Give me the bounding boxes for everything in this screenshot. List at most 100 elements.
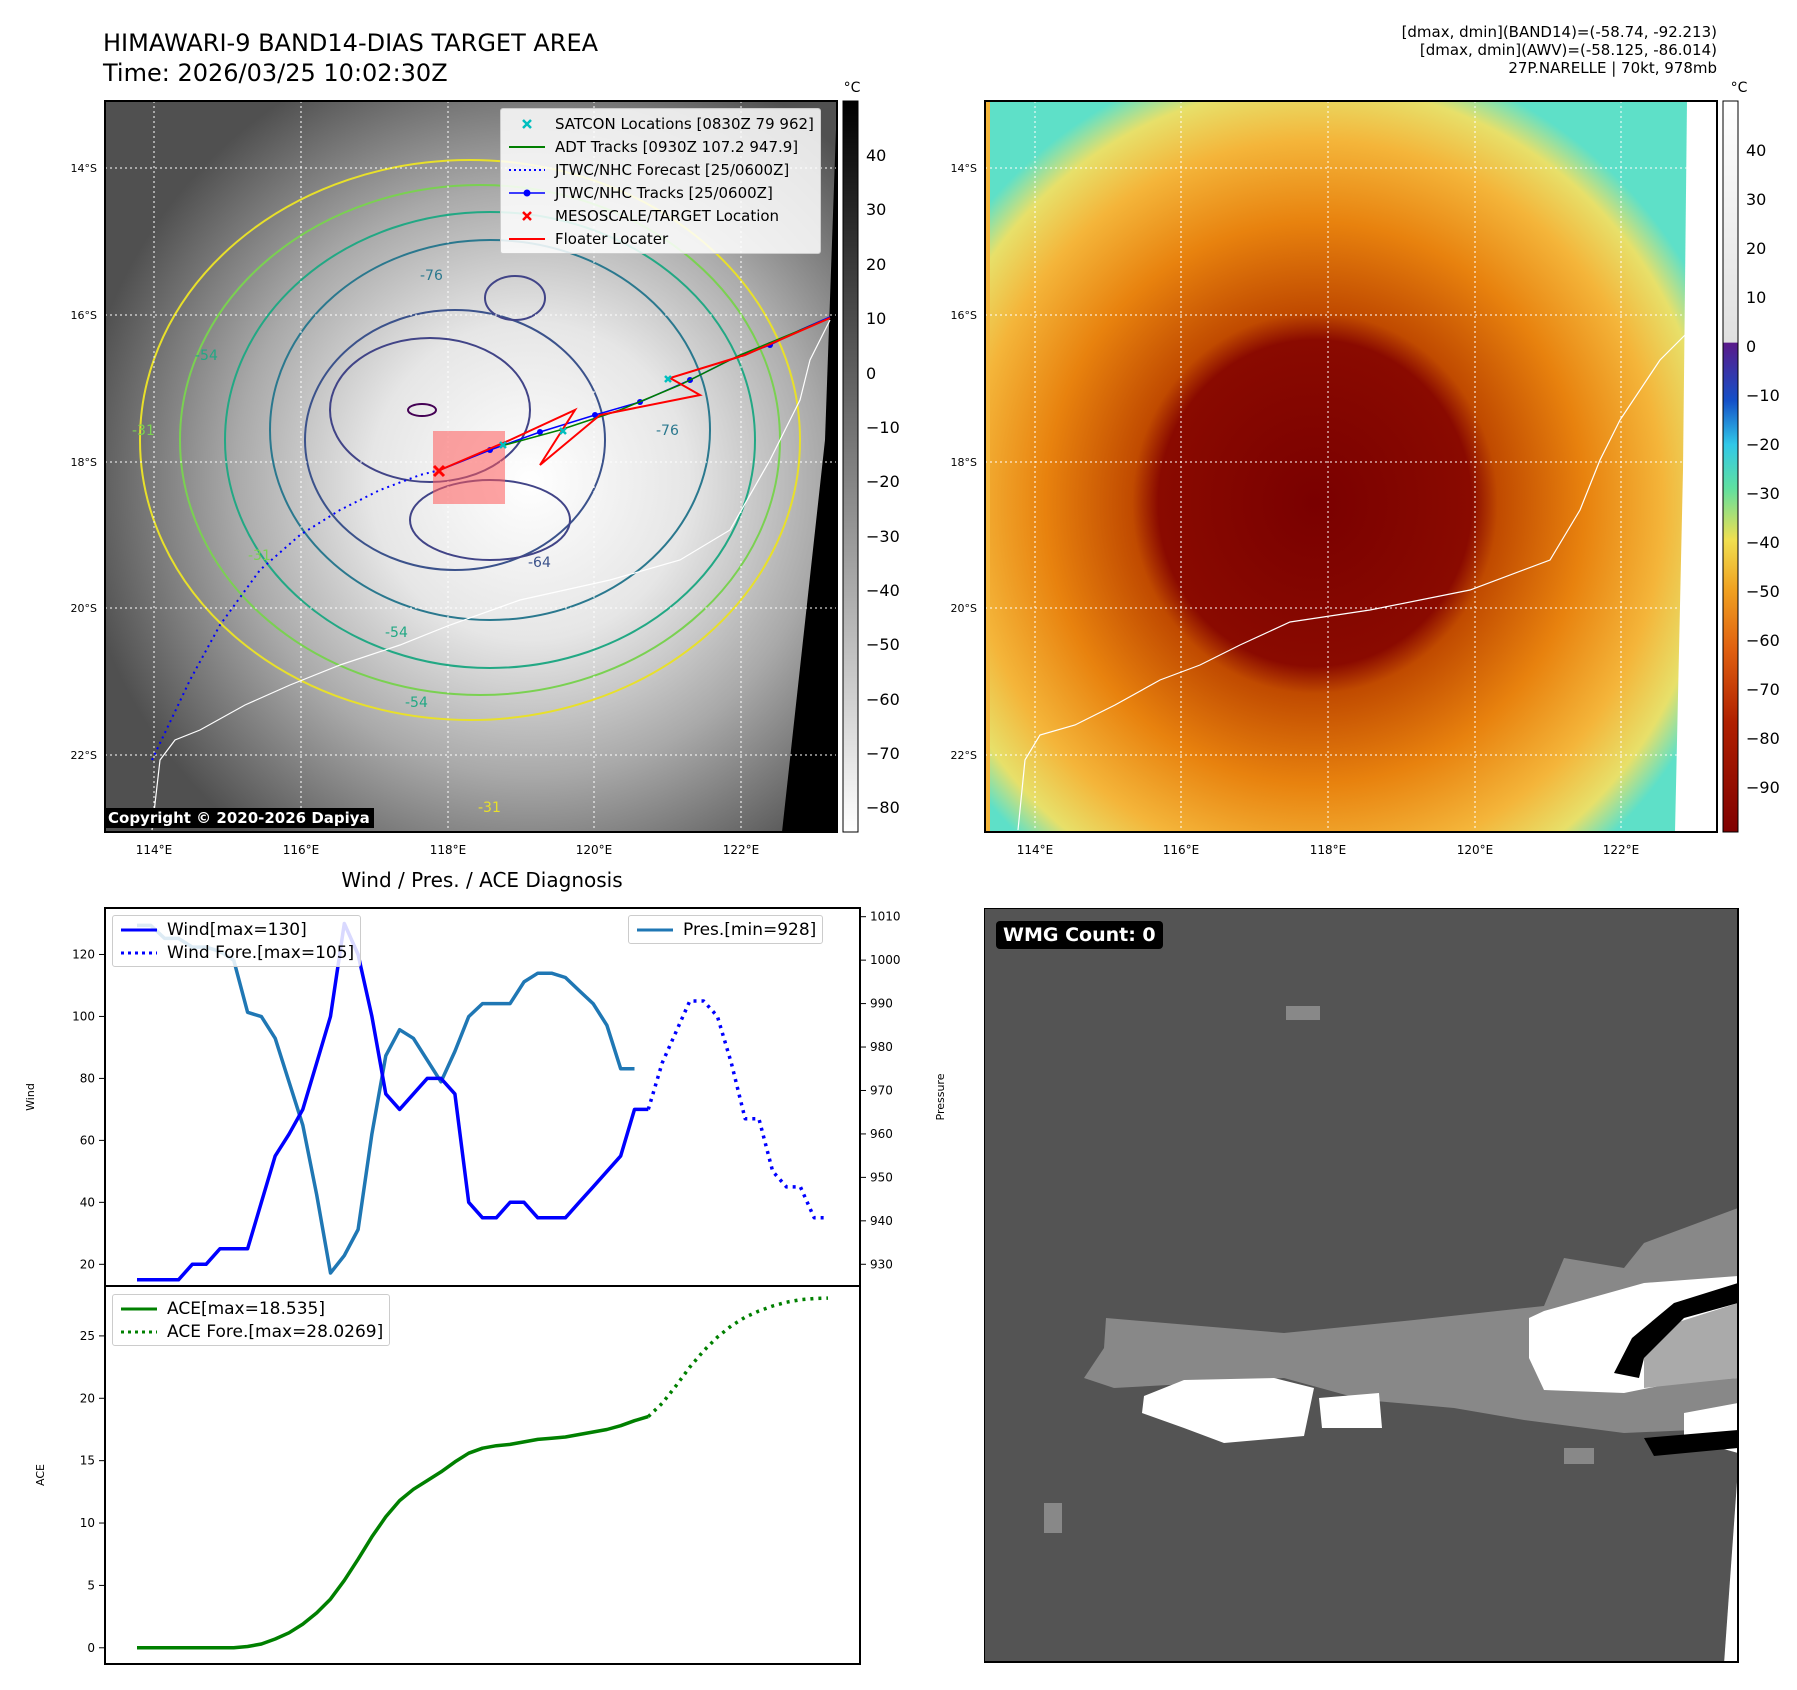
legend-ace-fore: ACE Fore.[max=28.0269] bbox=[119, 1320, 383, 1343]
wmg-frame bbox=[984, 908, 1739, 1663]
cbar-tick: −20 bbox=[866, 472, 900, 491]
contour-indigo-3 bbox=[484, 275, 546, 321]
contour-yellow bbox=[139, 159, 801, 721]
y-tick-label: 0 bbox=[87, 1641, 95, 1655]
legend-jtwc-tracks: JTWC/NHC Tracks [25/0600Z] bbox=[507, 181, 814, 204]
line-marker-icon bbox=[507, 186, 547, 200]
legend-label: ADT Tracks [0930Z 107.2 947.9] bbox=[555, 137, 799, 156]
cbar-tick: −20 bbox=[1746, 435, 1780, 454]
pressure-ylabel: Pressure bbox=[934, 1073, 947, 1120]
target-location-marker bbox=[432, 464, 446, 478]
y-tick-label: 25 bbox=[80, 1329, 95, 1343]
legend-pressure: Pres.[min=928] bbox=[635, 918, 816, 941]
legend-forecast: JTWC/NHC Forecast [25/0600Z] bbox=[507, 158, 814, 181]
legend-label: JTWC/NHC Forecast [25/0600Z] bbox=[555, 160, 790, 179]
enhanced-ir-panel: 14°S 16°S 18°S 20°S 22°S 114°E 116°E 118… bbox=[951, 80, 1780, 857]
series-line bbox=[137, 923, 635, 1275]
diagnosis-title: Wind / Pres. / ACE Diagnosis bbox=[341, 868, 622, 892]
map-legend: SATCON Locations [0830Z 79 962] ADT Trac… bbox=[500, 108, 821, 254]
legend-label: Pres.[min=928] bbox=[683, 919, 817, 940]
lat-tick: 20°S bbox=[71, 602, 97, 615]
dmax-awv: [dmax, dmin](AWV)=(-58.125, -86.014) bbox=[1419, 41, 1717, 59]
dmax-band14: [dmax, dmin](BAND14)=(-58.74, -92.213) bbox=[1401, 23, 1717, 41]
lat-axis: 14°S 16°S 18°S 20°S 22°S bbox=[951, 162, 977, 762]
pressure-series bbox=[137, 923, 635, 1275]
ace-y-ticks: 0 5 10 15 20 25 bbox=[80, 1329, 105, 1655]
map-gridlines bbox=[985, 101, 1717, 832]
legend-label: SATCON Locations [0830Z 79 962] bbox=[555, 114, 814, 133]
y-tick-label: 940 bbox=[870, 1214, 893, 1228]
pressure-legend: Pres.[min=928] bbox=[628, 915, 824, 944]
cbar-tick: −40 bbox=[1746, 533, 1780, 552]
forecast-line bbox=[647, 1296, 829, 1418]
y-tick-label: 20 bbox=[80, 1257, 95, 1271]
lon-tick: 116°E bbox=[1163, 843, 1200, 857]
cbar-tick: 30 bbox=[866, 200, 886, 219]
legend-label: ACE Fore.[max=28.0269] bbox=[167, 1321, 384, 1342]
adt-track bbox=[504, 317, 831, 446]
colorbar-unit: °C bbox=[1731, 80, 1748, 96]
cbar-tick: −70 bbox=[866, 744, 900, 763]
contour-label: -54 bbox=[195, 348, 218, 364]
cbar-tick: −80 bbox=[1746, 729, 1780, 748]
title-line-1: HIMAWARI-9 BAND14-DIAS TARGET AREA bbox=[103, 29, 599, 57]
coastline bbox=[1017, 329, 1691, 831]
contour-label: -31 bbox=[478, 800, 501, 816]
wind-ylabel: Wind bbox=[24, 1083, 37, 1111]
colorbar-gray-ticks: 40 30 20 10 0 −10 −20 −30 −40 −50 −60 −7… bbox=[866, 146, 900, 817]
contour-label: -76 bbox=[656, 423, 679, 439]
y-tick-label: 100 bbox=[72, 1009, 95, 1023]
lat-tick: 16°S bbox=[951, 309, 977, 322]
dotted-line-icon bbox=[119, 946, 159, 960]
y-tick-label: 60 bbox=[80, 1133, 95, 1147]
lat-tick: 22°S bbox=[951, 749, 977, 762]
contour-blue bbox=[304, 309, 606, 571]
cbar-tick: −50 bbox=[866, 635, 900, 654]
cbar-tick: 20 bbox=[866, 255, 886, 274]
contour-green bbox=[224, 211, 756, 669]
cbar-tick: 0 bbox=[866, 364, 876, 383]
contour-label: -31 bbox=[132, 423, 155, 439]
lat-tick: 14°S bbox=[951, 162, 977, 175]
lon-axis: 114°E 116°E 118°E 120°E 122°E bbox=[136, 843, 760, 857]
lon-tick: 116°E bbox=[283, 843, 320, 857]
x-marker-icon bbox=[507, 209, 547, 223]
legend-target: MESOSCALE/TARGET Location bbox=[507, 204, 814, 227]
legend-label: MESOSCALE/TARGET Location bbox=[555, 206, 780, 225]
lat-axis: 14°S 16°S 18°S 20°S 22°S bbox=[71, 162, 97, 762]
cbar-tick: −70 bbox=[1746, 680, 1780, 699]
y-tick-label: 1000 bbox=[870, 953, 901, 967]
legend-wind: Wind[max=130] bbox=[119, 918, 354, 941]
y-tick-label: 40 bbox=[80, 1195, 95, 1209]
line-icon bbox=[119, 923, 159, 937]
ace-axes-frame bbox=[104, 1285, 861, 1665]
diagnosis-panel: Wind / Pres. / ACE Diagnosis 20406080100… bbox=[24, 868, 947, 1665]
copyright: Copyright © 2020-2026 Dapiya bbox=[104, 808, 374, 828]
cbar-tick: −30 bbox=[1746, 484, 1780, 503]
title-line-2: Time: 2026/03/25 10:02:30Z bbox=[103, 59, 448, 87]
lon-tick: 120°E bbox=[576, 843, 613, 857]
pressure-y-ticks: 930 940 950 960 970 980 990 1000 1010 bbox=[860, 910, 901, 1271]
colorbar-enhanced bbox=[1722, 100, 1739, 833]
wmg-black-region bbox=[1614, 1283, 1738, 1456]
y-tick-label: 990 bbox=[870, 997, 893, 1011]
y-tick-label: 960 bbox=[870, 1127, 893, 1141]
lon-tick: 120°E bbox=[1457, 843, 1494, 857]
cbar-tick: −80 bbox=[866, 798, 900, 817]
satcon-markers bbox=[499, 375, 672, 449]
floater-track bbox=[439, 317, 831, 471]
cbar-tick: −50 bbox=[1746, 582, 1780, 601]
ace-series bbox=[137, 1296, 829, 1650]
cbar-tick: 40 bbox=[866, 146, 886, 165]
lon-axis: 114°E 116°E 118°E 120°E 122°E bbox=[1017, 843, 1640, 857]
chart-title: HIMAWARI-9 BAND14-DIAS TARGET AREA Time:… bbox=[103, 28, 598, 88]
lon-tick: 114°E bbox=[1017, 843, 1054, 857]
contour-label: -54 bbox=[385, 625, 408, 641]
legend-wind-fore: Wind Fore.[max=105] bbox=[119, 941, 354, 964]
ace-legend: ACE[max=18.535] ACE Fore.[max=28.0269] bbox=[112, 1294, 391, 1346]
contour-label: -64 bbox=[528, 555, 551, 571]
lat-tick: 22°S bbox=[71, 749, 97, 762]
line-icon bbox=[507, 232, 547, 246]
image-edge bbox=[985, 101, 990, 832]
wmg-count-badge: WMG Count: 0 bbox=[996, 921, 1163, 949]
